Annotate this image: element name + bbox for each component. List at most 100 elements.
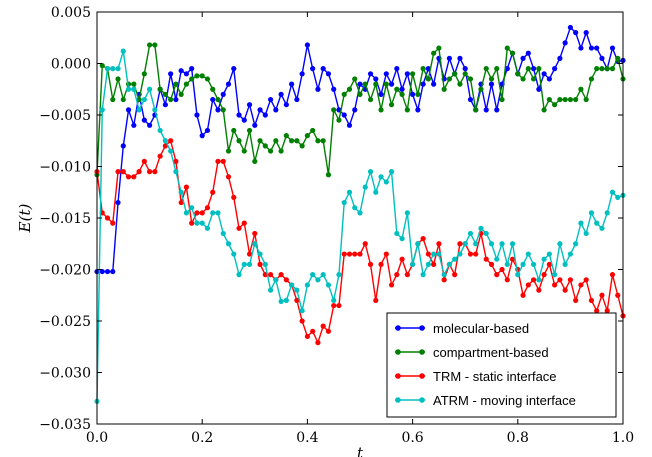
data-point (257, 251, 263, 257)
data-point (552, 66, 558, 72)
data-point (120, 169, 126, 175)
data-point (525, 66, 531, 72)
data-point (325, 282, 332, 288)
data-point (189, 220, 195, 226)
data-point (557, 96, 563, 103)
data-point (131, 122, 137, 128)
data-point (115, 76, 121, 82)
data-point (615, 55, 621, 61)
data-point (115, 169, 121, 175)
data-point (283, 277, 289, 283)
data-point (252, 230, 258, 237)
data-point (431, 50, 437, 56)
data-point (173, 169, 179, 175)
data-point (183, 71, 190, 77)
data-point (609, 272, 616, 278)
data-point (536, 287, 542, 293)
axis-ticks (96, 11, 624, 425)
data-point (346, 251, 353, 257)
data-point (310, 272, 316, 278)
data-point (546, 76, 552, 82)
data-point (362, 184, 368, 190)
data-point (573, 96, 579, 103)
data-point (388, 102, 395, 108)
data-point (294, 287, 300, 293)
data-point (104, 66, 111, 72)
data-point (425, 261, 431, 267)
data-point (257, 107, 263, 113)
data-point (299, 143, 305, 149)
data-point (115, 66, 121, 72)
data-point (499, 96, 505, 103)
data-point (415, 241, 421, 247)
data-point (162, 138, 168, 144)
data-point (609, 45, 616, 51)
data-point (373, 81, 379, 87)
data-point (594, 220, 600, 226)
data-point (346, 122, 353, 128)
data-point (178, 68, 184, 74)
data-point (441, 86, 447, 92)
y-tick-labels: 0.005 0.000 −0.005 −0.010 −0.015 −0.020 −0.025… (39, 5, 91, 433)
data-point (231, 251, 237, 257)
data-point (546, 261, 552, 267)
data-point (536, 277, 542, 283)
data-point (220, 230, 226, 237)
data-point (189, 205, 195, 211)
data-point (599, 66, 605, 72)
data-point (357, 91, 363, 97)
data-point (594, 308, 600, 314)
data-point (241, 220, 247, 226)
data-point (457, 55, 463, 61)
series-3 (94, 48, 626, 404)
data-point (488, 81, 495, 87)
data-point (520, 76, 526, 82)
data-point (473, 251, 479, 257)
data-point (110, 268, 116, 275)
data-point (457, 241, 463, 247)
data-point (320, 66, 326, 72)
data-point (246, 261, 253, 267)
data-point (178, 189, 184, 195)
data-point (252, 241, 258, 247)
data-point (257, 261, 263, 267)
data-point (404, 71, 410, 77)
data-point (199, 73, 205, 79)
data-point (168, 96, 174, 103)
y-tick-label: 0.005 (51, 5, 91, 21)
data-point (388, 169, 395, 175)
data-point (373, 76, 379, 82)
legend-item: compartment-based (395, 345, 549, 360)
data-point (530, 261, 537, 267)
data-point (399, 86, 405, 92)
data-point (615, 292, 621, 298)
data-point (383, 71, 389, 77)
data-point (99, 62, 105, 69)
data-point (168, 148, 174, 154)
data-point (215, 96, 221, 103)
data-point (357, 81, 363, 87)
data-point (352, 251, 358, 257)
data-point (599, 55, 605, 61)
data-point (304, 42, 310, 48)
data-point (131, 174, 137, 180)
data-point (331, 302, 337, 309)
data-point (336, 272, 342, 278)
data-point (562, 261, 568, 267)
data-point (362, 81, 368, 87)
data-point (515, 71, 521, 77)
data-point (199, 210, 205, 216)
legend-item: ATRM - moving interface (395, 393, 576, 408)
data-point (189, 66, 195, 72)
data-point (299, 318, 305, 324)
data-point (310, 66, 316, 72)
data-point (410, 261, 416, 267)
data-point (204, 76, 211, 82)
data-point (599, 225, 605, 231)
data-point (267, 287, 274, 293)
data-point (394, 230, 400, 237)
data-point (99, 107, 105, 113)
data-point (541, 107, 547, 113)
data-point (173, 96, 179, 103)
x-tick-label: 0.0 (86, 430, 108, 446)
